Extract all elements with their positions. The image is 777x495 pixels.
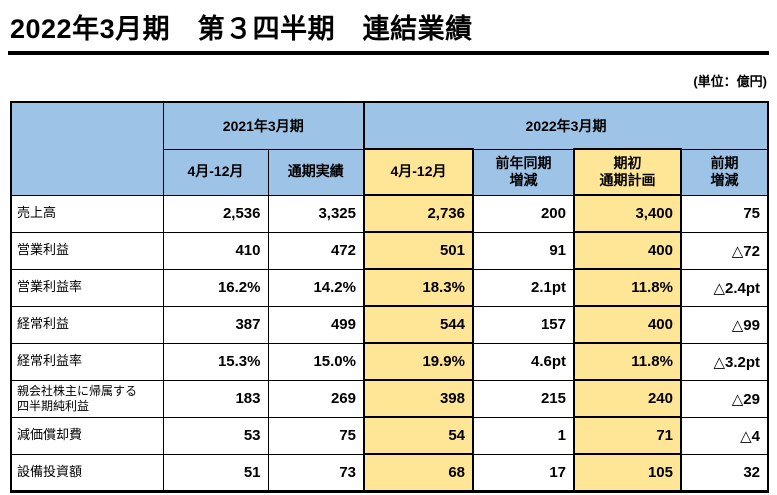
value-cell: 16.2% [162,268,269,307]
table-row: 営業利益率 16.2% 14.2% 18.3% 2.1pt 11.8% △2.4… [10,268,769,307]
value-cell: 75 [680,194,769,233]
value-cell: △2.4pt [680,268,769,307]
value-cell: 19.9% [363,342,474,381]
value-cell: 183 [162,379,269,418]
value-cell: 400 [573,231,682,270]
value-cell: 15.0% [267,342,365,381]
value-cell: 11.8% [573,342,682,381]
row-label: 経常利益 [10,305,164,344]
value-cell: 157 [472,305,575,344]
row-label: 営業利益率 [10,268,164,307]
value-cell: 2,736 [363,194,474,233]
value-cell: 4.6pt [472,342,575,381]
results-table: 2021年3月期 2022年3月期 4月-12月 通期実績 4月-12月 前年同… [10,101,769,493]
value-cell: 2,536 [162,194,269,233]
header-row-years: 2021年3月期 2022年3月期 [10,101,769,196]
value-cell: 410 [162,231,269,270]
year-group-2021: 2021年3月期 [162,101,365,150]
value-cell: 11.8% [573,268,682,307]
value-cell: 398 [363,379,474,418]
value-cell: 3,325 [267,194,365,233]
value-cell: 91 [472,231,575,270]
value-cell: 240 [573,379,682,418]
value-cell: 387 [162,305,269,344]
value-cell: 499 [267,305,365,344]
col-header-2021-apr-dec: 4月-12月 [162,148,269,196]
col-header-prev-change: 前期 増減 [680,148,769,196]
value-cell: 544 [363,305,474,344]
col-header-2022-apr-dec: 4月-12月 [363,148,474,196]
title-underline [8,51,769,55]
table-row: 売上高 2,536 3,325 2,736 200 3,400 75 [10,194,769,233]
value-cell: △3.2pt [680,342,769,381]
value-cell: 68 [363,453,474,493]
value-cell: 32 [680,453,769,493]
value-cell: 269 [267,379,365,418]
value-cell: 15.3% [162,342,269,381]
table-row: 営業利益 410 472 501 91 400 △72 [10,231,769,270]
value-cell: 51 [162,453,269,493]
table-row: 減価償却費 53 75 54 1 71 △4 [10,416,769,455]
value-cell: 215 [472,379,575,418]
table-row: 設備投資額 51 73 68 17 105 32 [10,453,769,493]
table-row: 経常利益 387 499 544 157 400 △99 [10,305,769,344]
value-cell: 400 [573,305,682,344]
value-cell: 501 [363,231,474,270]
value-cell: 14.2% [267,268,365,307]
row-label: 営業利益 [10,231,164,270]
row-label: 親会社株主に帰属する 四半期純利益 [10,379,164,418]
value-cell: 75 [267,416,365,455]
value-cell: 18.3% [363,268,474,307]
value-cell: 17 [472,453,575,493]
value-cell: 105 [573,453,682,493]
table-row: 親会社株主に帰属する 四半期純利益 183 269 398 215 240 △2… [10,379,769,418]
value-cell: 54 [363,416,474,455]
col-header-yoy-change: 前年同期 増減 [472,148,575,196]
value-cell: △99 [680,305,769,344]
row-label: 売上高 [10,194,164,233]
corner-cell [10,101,164,196]
row-label: 減価償却費 [10,416,164,455]
value-cell: 3,400 [573,194,682,233]
value-cell: △29 [680,379,769,418]
row-label: 経常利益率 [10,342,164,381]
year-group-2022: 2022年3月期 [363,101,769,150]
value-cell: △72 [680,231,769,270]
header-row-columns: 4月-12月 通期実績 4月-12月 前年同期 増減 期初 通期計画 前期 増減 [11,148,769,196]
table-row: 経常利益率 15.3% 15.0% 19.9% 4.6pt 11.8% △3.2… [10,342,769,381]
value-cell: 2.1pt [472,268,575,307]
row-label: 設備投資額 [10,453,164,493]
value-cell: 1 [472,416,575,455]
value-cell: 53 [162,416,269,455]
page-title: 2022年3月期 第３四半期 連結業績 [10,14,473,44]
value-cell: 71 [573,416,682,455]
value-cell: △4 [680,416,769,455]
col-header-initial-plan: 期初 通期計画 [573,148,682,196]
value-cell: 472 [267,231,365,270]
value-cell: 200 [472,194,575,233]
unit-note: (単位：億円) [693,74,767,89]
col-header-2021-fullyear: 通期実績 [267,148,365,196]
value-cell: 73 [267,453,365,493]
